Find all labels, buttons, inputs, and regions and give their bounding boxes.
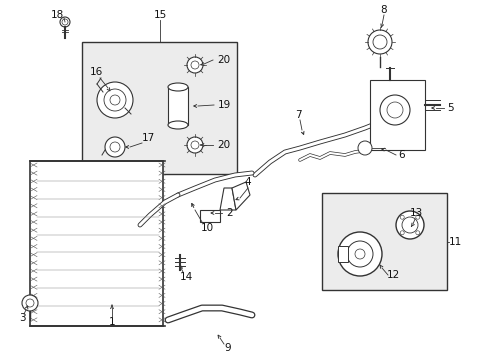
Circle shape: [337, 232, 381, 276]
Text: 17: 17: [141, 133, 154, 143]
Circle shape: [110, 95, 120, 105]
Ellipse shape: [168, 121, 187, 129]
Circle shape: [395, 211, 423, 239]
Circle shape: [415, 231, 419, 235]
Text: 5: 5: [446, 103, 452, 113]
Circle shape: [60, 17, 70, 27]
Text: 4: 4: [244, 177, 251, 187]
Bar: [369, 80, 424, 150]
Circle shape: [354, 249, 364, 259]
Text: 10: 10: [200, 223, 213, 233]
Circle shape: [346, 241, 372, 267]
Bar: [82, 42, 237, 174]
Text: 14: 14: [179, 272, 192, 282]
Circle shape: [367, 30, 391, 54]
Text: 12: 12: [386, 270, 399, 280]
Text: 19: 19: [217, 100, 230, 110]
Circle shape: [401, 217, 417, 233]
Text: 2: 2: [226, 208, 233, 218]
Circle shape: [22, 295, 38, 311]
Bar: [168, 87, 187, 125]
Circle shape: [415, 215, 419, 219]
Text: 9: 9: [224, 343, 231, 353]
Bar: [200, 210, 220, 222]
Text: 20: 20: [217, 55, 230, 65]
Circle shape: [97, 82, 133, 118]
Text: 3: 3: [19, 313, 25, 323]
Text: 8: 8: [380, 5, 386, 15]
Bar: [321, 193, 446, 290]
Text: 1: 1: [108, 317, 115, 327]
Bar: [337, 246, 347, 262]
Circle shape: [186, 137, 203, 153]
Circle shape: [62, 19, 68, 25]
Circle shape: [379, 95, 409, 125]
Circle shape: [357, 141, 371, 155]
Circle shape: [399, 231, 404, 235]
Circle shape: [372, 35, 386, 49]
Circle shape: [191, 141, 199, 149]
Text: 13: 13: [408, 208, 422, 218]
Circle shape: [104, 89, 126, 111]
Text: 11: 11: [447, 237, 461, 247]
Polygon shape: [231, 182, 249, 210]
Circle shape: [386, 102, 402, 118]
Circle shape: [186, 57, 203, 73]
Text: 20: 20: [217, 140, 230, 150]
Circle shape: [26, 299, 34, 307]
Text: 6: 6: [398, 150, 405, 160]
Text: 15: 15: [153, 10, 166, 20]
Circle shape: [110, 142, 120, 152]
Bar: [30, 161, 163, 326]
Polygon shape: [220, 188, 236, 210]
Circle shape: [191, 61, 199, 69]
Circle shape: [399, 215, 404, 219]
Text: 18: 18: [50, 10, 63, 20]
Circle shape: [105, 137, 125, 157]
Text: 16: 16: [89, 67, 102, 77]
Ellipse shape: [168, 83, 187, 91]
Text: 7: 7: [294, 110, 301, 120]
